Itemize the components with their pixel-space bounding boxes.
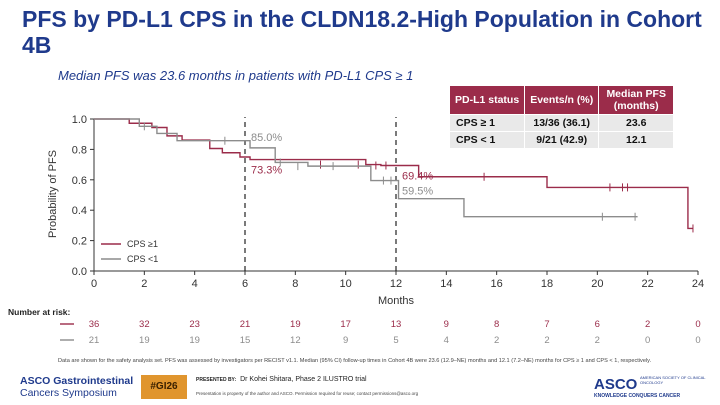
at-risk-count: 23 [189, 319, 200, 330]
at-risk-count: 13 [391, 319, 402, 330]
asco-gi-logo: ASCO Gastrointestinal Cancers Symposium [20, 375, 133, 399]
km-annotation: 69.4% [402, 171, 433, 183]
at-risk-count: 8 [494, 319, 499, 330]
number-at-risk-label: Number at risk: [8, 307, 71, 317]
org-line2: Cancers Symposium [20, 387, 117, 399]
x-tick-label: 14 [440, 278, 452, 290]
at-risk-count: 2 [595, 335, 600, 346]
km-series-line [94, 118, 638, 218]
hashtag-badge: #GI26 [141, 375, 187, 399]
stats-status: CPS ≥ 1 [448, 114, 526, 132]
km-series-line [94, 118, 693, 230]
stats-header-events: Events/n (%) [524, 85, 600, 115]
presenter-name: Dr Kohei Shitara, Phase 2 ILUSTRO trial [240, 376, 367, 383]
at-risk-count: 32 [139, 319, 150, 330]
stats-events: 13/36 (36.1) [524, 114, 600, 132]
at-risk-count: 12 [290, 335, 301, 346]
at-risk-count: 21 [240, 319, 251, 330]
at-risk-count: 5 [393, 335, 398, 346]
asco-logo: ASCO [594, 376, 638, 393]
at-risk-count: 2 [544, 335, 549, 346]
stats-median: 12.1 [598, 131, 675, 149]
at-risk-count: 15 [240, 335, 251, 346]
slide-title: PFS by PD-L1 CPS in the CLDN18.2-High Po… [22, 6, 702, 58]
slide-subtitle: Median PFS was 23.6 months in patients w… [58, 68, 414, 83]
stats-header-row: PD-L1 status Events/n (%) Median PFS (mo… [448, 85, 675, 115]
presenter-line: PRESENTED BY: Dr Kohei Shitara, Phase 2 … [196, 376, 367, 383]
at-risk-count: 2 [645, 319, 650, 330]
at-risk-count: 36 [89, 319, 100, 330]
x-tick-label: 0 [91, 278, 97, 290]
y-tick-label: 0.2 [72, 236, 87, 248]
footnote: Data are shown for the safety analysis s… [58, 358, 652, 364]
x-tick-label: 22 [642, 278, 654, 290]
at-risk-count: 4 [444, 335, 449, 346]
at-risk-count: 19 [139, 335, 150, 346]
stats-status: CPS < 1 [448, 131, 526, 149]
at-risk-count: 9 [343, 335, 348, 346]
slide-footer: ASCO Gastrointestinal Cancers Symposium … [0, 371, 720, 405]
x-tick-label: 2 [141, 278, 147, 290]
at-risk-count: 2 [494, 335, 499, 346]
at-risk-count: 21 [89, 335, 100, 346]
legend-label: CPS <1 [127, 254, 158, 264]
stats-header-status: PD-L1 status [448, 85, 526, 115]
stats-events: 9/21 (42.9) [524, 131, 600, 149]
asco-tagline: KNOWLEDGE CONQUERS CANCER [594, 393, 681, 399]
permission-note: Presentation is property of the author a… [196, 391, 419, 396]
pfs-stats-table: PD-L1 status Events/n (%) Median PFS (mo… [448, 85, 675, 149]
stats-header-median: Median PFS (months) [598, 85, 675, 115]
at-risk-count: 17 [340, 319, 351, 330]
org-line1: ASCO Gastrointestinal [20, 375, 134, 387]
legend-label: CPS ≥1 [127, 239, 158, 249]
x-axis-label: Months [378, 295, 415, 307]
y-tick-label: 0.0 [72, 266, 87, 278]
km-annotation: 85.0% [251, 132, 282, 144]
stats-row: CPS ≥ 1 13/36 (36.1) 23.6 [448, 114, 675, 132]
stats-median: 23.6 [598, 114, 675, 132]
presented-by-label: PRESENTED BY: [196, 377, 237, 383]
x-tick-label: 6 [242, 278, 248, 290]
at-risk-count: 7 [544, 319, 549, 330]
asco-society-text: AMERICAN SOCIETY OF CLINICAL ONCOLOGY [640, 375, 706, 385]
x-tick-label: 8 [292, 278, 298, 290]
y-tick-label: 0.8 [72, 144, 87, 156]
x-tick-label: 4 [192, 278, 198, 290]
stats-row: CPS < 1 9/21 (42.9) 12.1 [448, 131, 675, 149]
at-risk-count: 0 [695, 335, 700, 346]
x-tick-label: 18 [541, 278, 553, 290]
km-chart: Probability of PFS Months Number at risk… [8, 114, 704, 346]
x-tick-label: 20 [591, 278, 603, 290]
at-risk-count: 19 [189, 335, 200, 346]
y-tick-label: 0.6 [72, 175, 87, 187]
y-tick-label: 1.0 [72, 114, 87, 126]
at-risk-count: 9 [444, 319, 449, 330]
x-tick-label: 10 [340, 278, 352, 290]
x-tick-label: 16 [491, 278, 503, 290]
at-risk-count: 19 [290, 319, 301, 330]
y-tick-label: 0.4 [72, 205, 87, 217]
km-annotation: 73.3% [251, 165, 282, 177]
at-risk-count: 6 [595, 319, 600, 330]
at-risk-count: 0 [645, 335, 650, 346]
x-tick-label: 24 [692, 278, 704, 290]
x-tick-label: 12 [390, 278, 402, 290]
km-annotation: 59.5% [402, 186, 433, 198]
at-risk-count: 0 [695, 319, 700, 330]
y-axis-label: Probability of PFS [47, 150, 59, 238]
